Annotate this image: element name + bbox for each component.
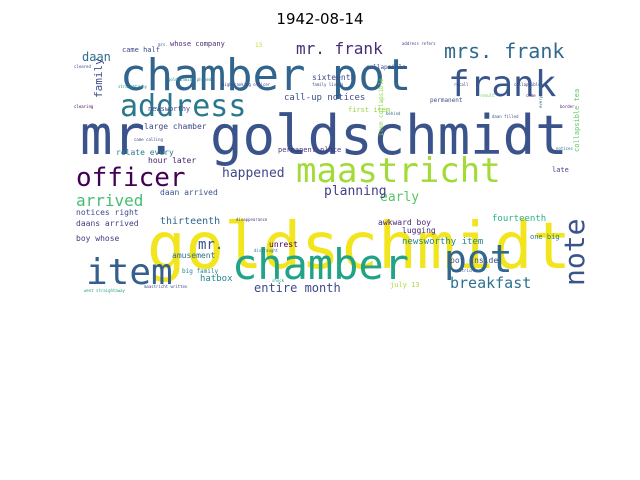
chart-title: 1942-08-14 [276, 10, 364, 28]
word-pot-inside: pot inside [450, 256, 498, 265]
word-behind: behind [386, 111, 401, 116]
word-relate-every: relate every [116, 148, 174, 157]
word-every-detail: every detail [538, 79, 543, 108]
word-collapsible-tea: collapsible tea [573, 89, 581, 152]
word-permanent-place: permanent place [278, 146, 341, 154]
word-item: item [86, 252, 173, 293]
word-chamber: chamber [232, 240, 409, 289]
word-address: address [120, 89, 246, 124]
word-breakfast: breakfast [450, 274, 531, 292]
word-hour-later: hour later [148, 156, 196, 165]
word-hatbox: hatbox [200, 274, 233, 284]
word-mrs-frank: mrs. frank [444, 39, 564, 63]
word-whose-company: whose company [170, 40, 225, 48]
word-border: border [560, 104, 575, 109]
word-newsworthy: newsworthy [148, 105, 190, 113]
word-result: result [480, 93, 495, 98]
word-maastricht: maastricht [452, 268, 477, 273]
word-went-straightaway: went straightaway [84, 288, 126, 293]
word-13: 13 [255, 42, 263, 49]
word-family-living: family living [312, 82, 344, 87]
word-sixteenth: sixteenth [312, 73, 356, 82]
word-thirteenth: thirteenth [160, 216, 220, 227]
word-daan-filled: daan filled [492, 114, 519, 119]
word-daans-arrived: daans arrived [76, 219, 139, 228]
word-first-item: first item [348, 106, 390, 114]
word-high-ranking-officer: high-ranking officer [222, 82, 271, 87]
word-family: family [92, 58, 105, 98]
word-frank: frank [448, 64, 557, 105]
word-notices: notices [556, 146, 573, 151]
word-chamber-pot: chamber pot [120, 50, 411, 101]
word-cloud: goldschmidt mr. goldschmidt chamber pot cha… [72, 36, 588, 293]
word-came-calling: came calling [134, 137, 163, 142]
word-note: note [558, 219, 588, 286]
word-happened: happened [222, 166, 285, 181]
word-planning: planning [324, 184, 387, 199]
word-straightaway: straightaway [118, 84, 147, 89]
word-late: late [552, 166, 569, 174]
word-came: came [526, 93, 536, 98]
word-boy-whose: boy whose [76, 234, 120, 243]
word-cleared: cleared [74, 64, 91, 69]
word-entire-month: entire month [254, 281, 341, 293]
word-maastricht-written: maastricht written [144, 284, 188, 289]
word-permanent: permanent [430, 97, 463, 104]
word-pot: pot [444, 237, 513, 281]
word-recall: recall [454, 82, 469, 87]
word-maastricht: maastricht [296, 151, 501, 191]
word-newsworthy-item: newsworthy item [402, 237, 483, 247]
word-officer: officer [76, 163, 186, 193]
word-came-half: came half [122, 46, 160, 54]
word-goldschmidt: goldschmidt [147, 210, 571, 284]
word-mrs: mrs. [158, 42, 168, 47]
word-july-13: july 13 [390, 281, 420, 289]
word-daan-arrived: daan arrived [160, 188, 218, 197]
word-daan: daan [82, 50, 111, 64]
word-collapsible: collapsible [514, 82, 541, 87]
word-big-family: big family [182, 268, 219, 275]
word-mr: mr. [198, 237, 223, 253]
word-fourteenth: fourteenth [492, 214, 546, 224]
word-address-refers: address refers [402, 41, 436, 46]
word-early: early [380, 190, 419, 205]
word-disappearance: disappearance [236, 217, 268, 222]
word-call-up-notices: call-up notices [284, 93, 365, 103]
word-distraught: distraught [254, 248, 279, 253]
word-one-big: one big [530, 233, 560, 241]
word-lugging: lugging [402, 226, 436, 235]
word-shock: shock [272, 278, 285, 283]
word-amusement: amusement [172, 251, 216, 260]
word-notices-right: notices right [76, 208, 139, 217]
word-item-collapsible: item collapsible [378, 78, 385, 136]
word-arrived: arrived [76, 191, 143, 210]
word-awkward-boy: awkward boy [378, 218, 431, 227]
word-mr-goldschmidt: mr. goldschmidt [80, 104, 568, 167]
word-goldschmidt-phoned: goldschmidt phoned [168, 77, 212, 82]
word-unrest: unrest [269, 240, 298, 249]
word-large-chamber: large chamber [144, 122, 207, 131]
word-collapsible: collapsible [366, 64, 406, 71]
word-mr-frank: mr. frank [296, 39, 383, 58]
word-clearing: clearing [74, 104, 94, 109]
